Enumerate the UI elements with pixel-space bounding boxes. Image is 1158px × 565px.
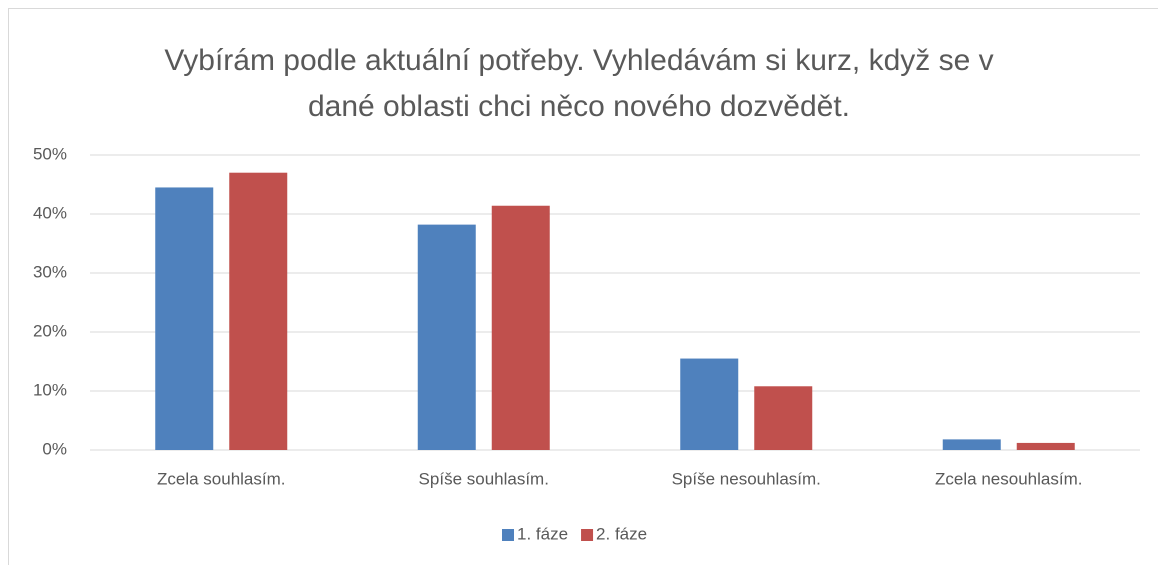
bar	[229, 172, 288, 450]
bar	[417, 224, 476, 450]
x-tick-label: Zcela nesouhlasím.	[935, 469, 1082, 488]
y-tick-label: 20%	[33, 321, 67, 340]
y-tick-label: 30%	[33, 262, 67, 281]
y-tick-label: 50%	[33, 144, 67, 163]
legend-swatch	[581, 529, 594, 541]
bar	[680, 358, 739, 450]
y-tick-label: 40%	[33, 203, 67, 222]
legend-label: 1. fáze	[517, 524, 568, 543]
legend-swatch	[502, 529, 514, 541]
legend-label: 2. fáze	[596, 524, 647, 543]
chart-border	[8, 8, 1158, 565]
bar	[1016, 442, 1075, 450]
x-tick-label: Spíše souhlasím.	[419, 469, 549, 488]
x-tick-label: Spíše nesouhlasím.	[672, 469, 821, 488]
bar	[155, 187, 214, 450]
bar	[754, 386, 813, 450]
y-tick-label: 10%	[33, 380, 67, 399]
chart-title: Vybírám podle aktuální potřeby. Vyhledáv…	[164, 44, 994, 123]
y-tick-label: 0%	[42, 439, 67, 458]
bar	[491, 205, 550, 450]
bar	[942, 439, 1001, 450]
x-tick-label: Zcela souhlasím.	[157, 469, 286, 488]
